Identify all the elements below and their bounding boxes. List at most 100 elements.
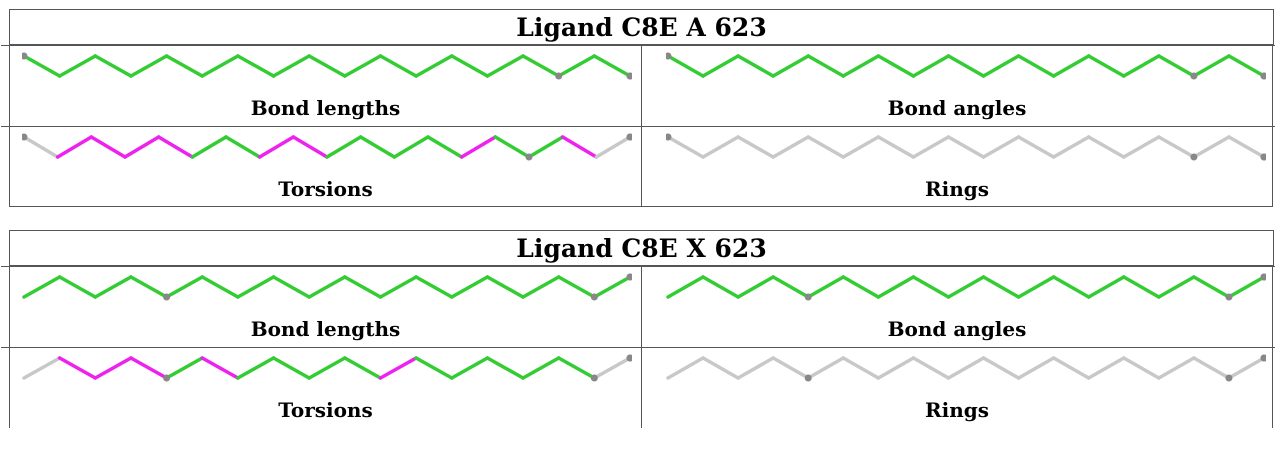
cell-label: Bond lengths (250, 96, 401, 120)
bond (771, 356, 810, 380)
divider-tick (1272, 126, 1275, 127)
atom (163, 374, 171, 382)
cell-label: Torsions (278, 177, 373, 201)
bond (841, 135, 881, 159)
bond (307, 356, 347, 380)
bond (981, 54, 1021, 78)
divider-tick (1272, 266, 1275, 267)
divider-tick (1272, 347, 1275, 348)
molecule-diagram (22, 133, 632, 161)
bond (236, 356, 276, 380)
bond (911, 275, 951, 299)
bond (1122, 275, 1161, 299)
bond (592, 356, 632, 380)
rings-cell: Rings (641, 347, 1275, 428)
molecule-diagram (22, 354, 632, 382)
atom (804, 374, 812, 382)
bond (257, 135, 296, 159)
bond (164, 54, 204, 78)
divider-tick (1, 347, 10, 348)
bond (1086, 275, 1126, 299)
bond (129, 356, 169, 380)
bond (981, 135, 1021, 159)
atom (626, 133, 632, 141)
bond (271, 275, 311, 299)
bond (93, 356, 133, 380)
bond (592, 275, 632, 299)
bond (55, 135, 94, 159)
bond (771, 54, 810, 78)
bond (343, 275, 383, 299)
bond (22, 54, 62, 78)
bond (22, 275, 62, 299)
bond (414, 54, 454, 78)
bond (556, 275, 597, 299)
molecule-diagram (666, 52, 1266, 80)
bond (946, 135, 986, 159)
cell-label: Bond angles (887, 317, 1027, 341)
bond (271, 356, 311, 380)
bond (946, 54, 986, 78)
bond (200, 275, 240, 299)
bond-angles-cell: Bond angles (641, 45, 1275, 126)
bond (592, 54, 632, 78)
bond (22, 135, 60, 159)
bond (358, 135, 397, 159)
bond (200, 356, 240, 380)
bond (841, 356, 881, 380)
atom (22, 133, 28, 141)
bond (911, 356, 951, 380)
bond (236, 54, 276, 78)
bond (271, 54, 311, 78)
panel-title: Ligand C8E X 623 (9, 230, 1274, 266)
bond (736, 54, 775, 78)
bond (806, 356, 846, 380)
bond (527, 135, 565, 159)
bond (841, 275, 881, 299)
molecule-diagram (666, 133, 1266, 161)
bond (556, 356, 597, 380)
bond (736, 135, 775, 159)
bond (1051, 54, 1091, 78)
bond (911, 54, 951, 78)
bond (1051, 356, 1091, 380)
bond (129, 275, 169, 299)
bond (190, 135, 228, 159)
bond (806, 135, 846, 159)
bond (1157, 275, 1196, 299)
divider-tick (1272, 45, 1275, 46)
bond (771, 135, 810, 159)
bond (1157, 54, 1196, 78)
bond (876, 135, 916, 159)
panel-grid: Bond lengths Bond angles Torsions Rings (1, 266, 1275, 470)
bond (521, 356, 561, 380)
bond (485, 356, 525, 380)
bond (1086, 135, 1126, 159)
cell-label: Torsions (278, 398, 373, 422)
bond (414, 275, 454, 299)
atom (1225, 293, 1233, 301)
atom (1260, 354, 1266, 362)
bond (164, 275, 204, 299)
atom (1190, 72, 1198, 80)
cell-label: Rings (924, 398, 989, 422)
bond (701, 54, 740, 78)
bond (493, 135, 531, 159)
bond (307, 54, 347, 78)
bond (1192, 275, 1231, 299)
bond (236, 275, 276, 299)
bond (224, 135, 262, 159)
bond (1157, 356, 1196, 380)
bond (57, 356, 98, 380)
bond (876, 275, 916, 299)
bond (1016, 275, 1056, 299)
bond (426, 135, 464, 159)
rings-cell: Rings (641, 126, 1275, 207)
bond (1192, 356, 1231, 380)
bond (325, 135, 363, 159)
bond (1122, 135, 1161, 159)
bond (1016, 54, 1056, 78)
bond (701, 356, 740, 380)
atom (1260, 153, 1266, 161)
divider-tick (1, 45, 10, 46)
